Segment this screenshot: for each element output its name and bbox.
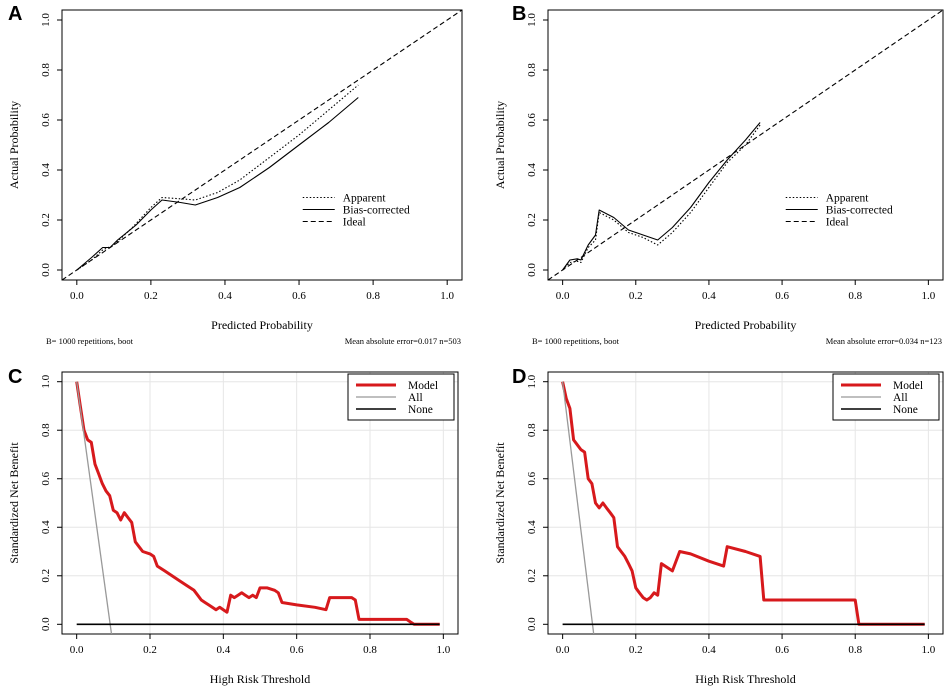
x-tick-label: 1.0 — [436, 644, 450, 656]
y-tick-label: 0.8 — [526, 63, 538, 77]
x-tick-label: 0.0 — [70, 644, 84, 656]
y-tick-label: 0.4 — [40, 520, 52, 534]
y-tick-label: 0.2 — [526, 213, 538, 227]
y-tick-label: 0.8 — [40, 63, 52, 77]
legend-label: None — [893, 404, 918, 416]
panel-letter-c: C — [8, 366, 22, 388]
x-tick-label: 1.0 — [921, 644, 935, 656]
legend-box — [832, 373, 940, 421]
series-line-bias-corrected — [76, 97, 359, 271]
footnote-left: B= 1000 repetitions, boot — [532, 336, 620, 346]
y-tick-label: 0.0 — [40, 617, 52, 631]
x-tick-label: 0.2 — [143, 644, 157, 656]
panel-letter-a: A — [8, 3, 22, 25]
legend-label: Apparent — [826, 193, 870, 205]
legend-label: Apparent — [343, 193, 387, 205]
plot-frame-b — [547, 9, 944, 281]
y-tick-label: 0.6 — [526, 113, 538, 127]
legend-label: All — [408, 392, 423, 404]
y-tick-label: 1.0 — [526, 374, 538, 388]
x-tick-label: 0.0 — [556, 644, 570, 656]
x-tick-label: 0.2 — [144, 290, 158, 302]
x-axis-label: High Risk Threshold — [210, 672, 310, 686]
x-axis-label: Predicted Probability — [211, 318, 313, 332]
y-axis-label: Standardized Net Benefit — [493, 442, 507, 564]
series-line-apparent — [76, 84, 359, 271]
x-tick-label: 0.0 — [556, 290, 570, 302]
series-line-apparent — [562, 124, 761, 271]
y-tick-label: 0.4 — [40, 163, 52, 177]
legend-label: Model — [893, 380, 923, 392]
y-tick-label: 0.8 — [526, 423, 538, 437]
x-tick-label: 0.6 — [775, 290, 789, 302]
y-tick-label: 1.0 — [526, 13, 538, 27]
plot-frame-d — [547, 371, 944, 635]
legend-label: Bias-corrected — [826, 205, 893, 217]
panel-letter-d: D — [512, 366, 526, 388]
y-tick-label: 0.0 — [526, 263, 538, 277]
footnote-left: B= 1000 repetitions, boot — [46, 336, 134, 346]
y-axis-label: Actual Probability — [493, 101, 507, 189]
series-line-model — [561, 381, 925, 626]
legend-label: Ideal — [343, 217, 366, 229]
footnote-right: Mean absolute error=0.017 n=503 — [345, 336, 461, 346]
x-tick-label: 0.0 — [70, 290, 84, 302]
y-tick-label: 0.0 — [40, 263, 52, 277]
y-tick-label: 0.4 — [526, 163, 538, 177]
y-tick-label: 0.6 — [40, 471, 52, 485]
y-tick-label: 0.2 — [40, 213, 52, 227]
panel-letter-b: B — [512, 3, 526, 25]
x-tick-label: 0.6 — [292, 290, 306, 302]
y-tick-label: 0.0 — [526, 617, 538, 631]
plot-frame-c — [61, 371, 459, 635]
series-line-all — [76, 381, 113, 634]
x-tick-label: 0.2 — [629, 290, 643, 302]
y-tick-label: 0.8 — [40, 423, 52, 437]
x-tick-label: 0.8 — [363, 644, 377, 656]
series-line-bias-corrected — [562, 122, 761, 271]
legend-label: Model — [408, 380, 438, 392]
series-line-ideal — [62, 10, 462, 280]
legend-label: All — [893, 392, 908, 404]
series-line-model — [75, 381, 440, 626]
y-tick-label: 1.0 — [40, 13, 52, 27]
x-tick-label: 1.0 — [921, 290, 935, 302]
legend-label: None — [408, 404, 433, 416]
y-tick-label: 0.6 — [526, 471, 538, 485]
x-tick-label: 0.4 — [702, 290, 716, 302]
series-line-all — [561, 381, 595, 634]
x-tick-label: 0.4 — [216, 644, 230, 656]
x-tick-label: 0.2 — [629, 644, 643, 656]
x-tick-label: 0.4 — [702, 644, 716, 656]
y-tick-label: 1.0 — [40, 374, 52, 388]
y-axis-label: Standardized Net Benefit — [7, 442, 21, 564]
x-tick-label: 0.6 — [775, 644, 789, 656]
y-axis-label: Actual Probability — [7, 101, 21, 189]
x-axis-label: High Risk Threshold — [695, 672, 795, 686]
y-tick-label: 0.4 — [526, 520, 538, 534]
x-tick-label: 0.8 — [848, 644, 862, 656]
x-tick-label: 0.4 — [218, 290, 232, 302]
y-tick-label: 0.2 — [40, 569, 52, 583]
x-tick-label: 1.0 — [440, 290, 454, 302]
legend-label: Bias-corrected — [343, 205, 410, 217]
legend-label: Ideal — [826, 217, 849, 229]
x-tick-label: 0.8 — [366, 290, 380, 302]
footnote-right: Mean absolute error=0.034 n=123 — [826, 336, 942, 346]
plot-frame-a — [61, 9, 463, 281]
x-tick-label: 0.6 — [290, 644, 304, 656]
x-tick-label: 0.8 — [848, 290, 862, 302]
y-tick-label: 0.2 — [526, 569, 538, 583]
x-axis-label: Predicted Probability — [695, 318, 797, 332]
y-tick-label: 0.6 — [40, 113, 52, 127]
